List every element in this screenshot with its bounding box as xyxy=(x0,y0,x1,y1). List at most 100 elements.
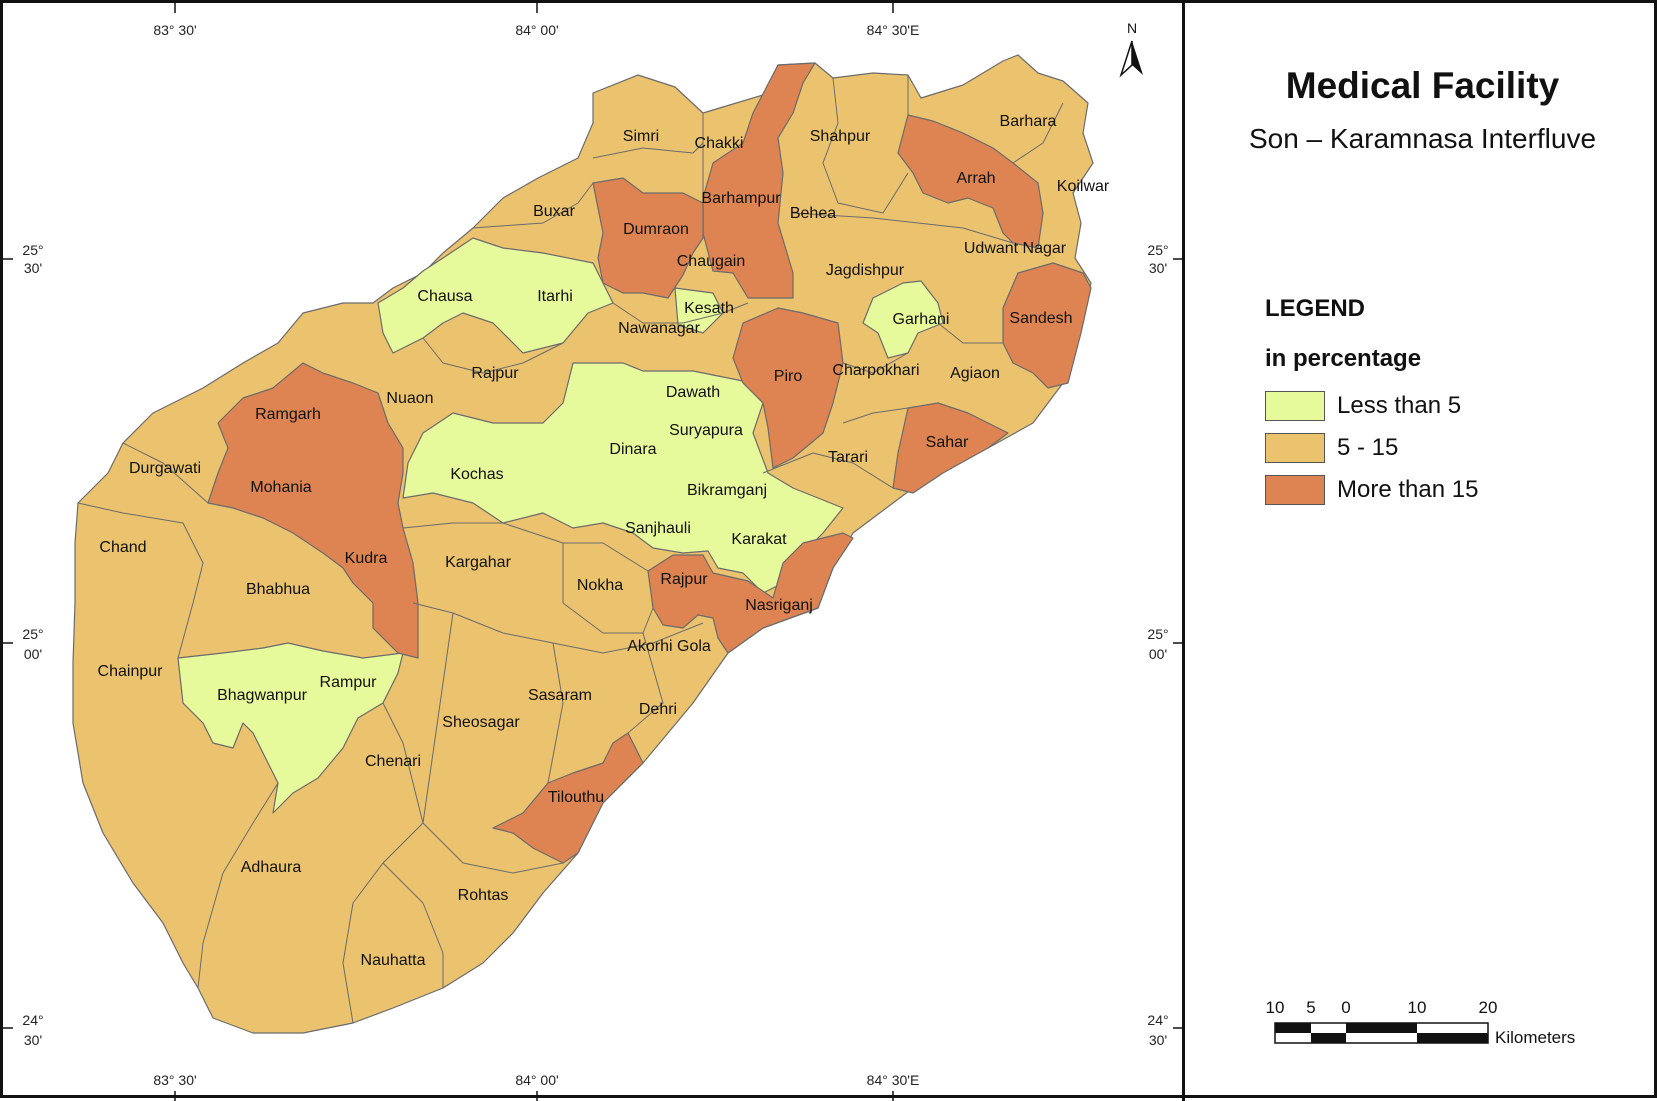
place-label: Tilouthu xyxy=(548,789,604,806)
place-label: Sheosagar xyxy=(442,714,520,731)
legend-label-low: Less than 5 xyxy=(1337,392,1462,419)
place-label: Sandesh xyxy=(1009,310,1072,327)
place-label: Chainpur xyxy=(98,663,164,680)
place-label: Simri xyxy=(623,128,659,145)
place-label: Rampur xyxy=(320,674,378,691)
legend-label-high: More than 15 xyxy=(1337,476,1479,503)
place-label: Kudra xyxy=(345,550,388,567)
place-label: Bikramganj xyxy=(687,482,767,499)
place-label: Dehri xyxy=(639,701,677,718)
coord-bottom-3: 84° 30'E xyxy=(867,1072,920,1088)
region-outline xyxy=(72,54,1094,1034)
scale-tick-3: 0 xyxy=(1341,998,1350,1017)
side-panel: Medical Facility Son – Karamnasa Interfl… xyxy=(1185,3,1657,1101)
zone-tilouthu xyxy=(492,732,644,864)
graticule-ticks xyxy=(3,3,1185,1101)
zone-garhani xyxy=(862,280,944,359)
place-label: Buxar xyxy=(533,203,575,220)
place-label: Dinara xyxy=(609,441,656,458)
zone-barhampur xyxy=(702,62,816,299)
place-label: Agiaon xyxy=(950,365,1000,382)
place-label: Chand xyxy=(99,539,146,556)
place-label: Nasriganj xyxy=(745,597,813,614)
place-labels: Simri Chakki Shahpur Barhara Arrah Koilwar Bux… xyxy=(98,113,1110,969)
internal-boundaries xyxy=(77,75,1064,1024)
legend-swatch-low xyxy=(1265,391,1325,421)
place-label: Sahar xyxy=(926,434,969,451)
place-label: Nawanagar xyxy=(618,320,701,337)
place-label: Karakat xyxy=(731,531,787,548)
coord-right-3-deg: 24° xyxy=(1147,1012,1168,1028)
place-label: Nuaon xyxy=(386,390,433,407)
legend-swatch-high xyxy=(1265,475,1325,505)
zone-ramgarh-mohania-kudra xyxy=(207,362,419,659)
zone-bhagwanpur-rampur xyxy=(177,642,404,814)
coord-right-1-deg: 25° xyxy=(1147,242,1168,258)
north-arrow-icon: N xyxy=(1119,20,1143,78)
coord-top-1: 83° 30' xyxy=(153,22,196,38)
coord-left-3-min: 30' xyxy=(24,1032,42,1048)
map-panel: 83° 30' 84° 00' 84° 30'E 83° 30' 84° 00'… xyxy=(3,3,1185,1101)
place-label: Charpokhari xyxy=(832,362,919,379)
zone-sandesh xyxy=(1002,262,1092,389)
place-label: Mohania xyxy=(250,479,311,496)
legend-item-high: More than 15 xyxy=(1265,473,1478,507)
legend-label-mid: 5 - 15 xyxy=(1337,434,1399,461)
place-label: Rohtas xyxy=(458,887,509,904)
map-title: Medical Facility xyxy=(1285,65,1560,106)
place-label: Kargahar xyxy=(445,554,511,571)
place-label: Durgawati xyxy=(129,460,201,477)
place-label: Udwant Nagar xyxy=(964,240,1067,257)
place-label: Shahpur xyxy=(810,128,871,145)
scale-tick-2: 5 xyxy=(1306,998,1315,1017)
scale-tick-1: 10 xyxy=(1266,998,1285,1017)
place-label: Arrah xyxy=(956,170,995,187)
place-label: Chaugain xyxy=(677,253,746,270)
place-label: Chenari xyxy=(365,753,421,770)
coord-top-3: 84° 30'E xyxy=(867,22,920,38)
place-label: Dumraon xyxy=(623,221,689,238)
place-label: Suryapura xyxy=(669,422,743,439)
legend-subheading: in percentage xyxy=(1265,345,1422,372)
place-label: Koilwar xyxy=(1057,178,1110,195)
coord-bottom-1: 83° 30' xyxy=(153,1072,196,1088)
place-label: Piro xyxy=(774,368,803,385)
coord-left-1-min: 30' xyxy=(24,260,42,276)
legend-item-low: Less than 5 xyxy=(1265,389,1461,423)
zone-rajpur-nasriganj xyxy=(647,532,854,654)
zone-dumraon xyxy=(592,177,704,299)
place-label: Barhampur xyxy=(701,190,781,207)
coord-left-2-deg: 25° xyxy=(22,626,43,642)
coord-left-2-min: 00' xyxy=(24,646,42,662)
legend-heading: LEGEND xyxy=(1265,295,1366,322)
map-subtitle: Son – Karamnasa Interfluve xyxy=(1248,123,1597,154)
scale-unit: Kilometers xyxy=(1495,1028,1575,1047)
legend-item-mid: 5 - 15 xyxy=(1265,431,1398,465)
place-label: Akorhi Gola xyxy=(627,638,711,655)
district-map: 83° 30' 84° 00' 84° 30'E 83° 30' 84° 00'… xyxy=(3,3,1185,1101)
coord-right-3-min: 30' xyxy=(1149,1032,1167,1048)
coord-bottom-2: 84° 00' xyxy=(515,1072,558,1088)
legend-swatch-mid xyxy=(1265,433,1325,463)
place-label: Rajpur xyxy=(471,365,519,382)
place-label: Rajpur xyxy=(660,571,708,588)
zone-piro xyxy=(732,307,844,469)
zone-central xyxy=(402,362,844,594)
place-label: Chausa xyxy=(417,288,472,305)
place-label: Nokha xyxy=(577,577,623,594)
scale-tick-5: 20 xyxy=(1479,998,1498,1017)
place-label: Adhaura xyxy=(241,859,302,876)
place-label: Chakki xyxy=(695,135,744,152)
place-label: Barhara xyxy=(1000,113,1057,130)
place-label: Nauhatta xyxy=(361,952,426,969)
coord-right-2-min: 00' xyxy=(1149,646,1167,662)
place-label: Ramgarh xyxy=(255,406,321,423)
place-label: Sasaram xyxy=(528,687,592,704)
place-label: Behea xyxy=(790,205,836,222)
zone-sahar xyxy=(892,402,1009,494)
scale-bar-graphic: 10 5 0 10 20 Kilometers xyxy=(1266,998,1576,1047)
place-label: Itarhi xyxy=(537,288,573,305)
place-label: Kesath xyxy=(684,300,734,317)
north-label: N xyxy=(1127,20,1137,36)
place-label: Sanjhauli xyxy=(625,520,691,537)
